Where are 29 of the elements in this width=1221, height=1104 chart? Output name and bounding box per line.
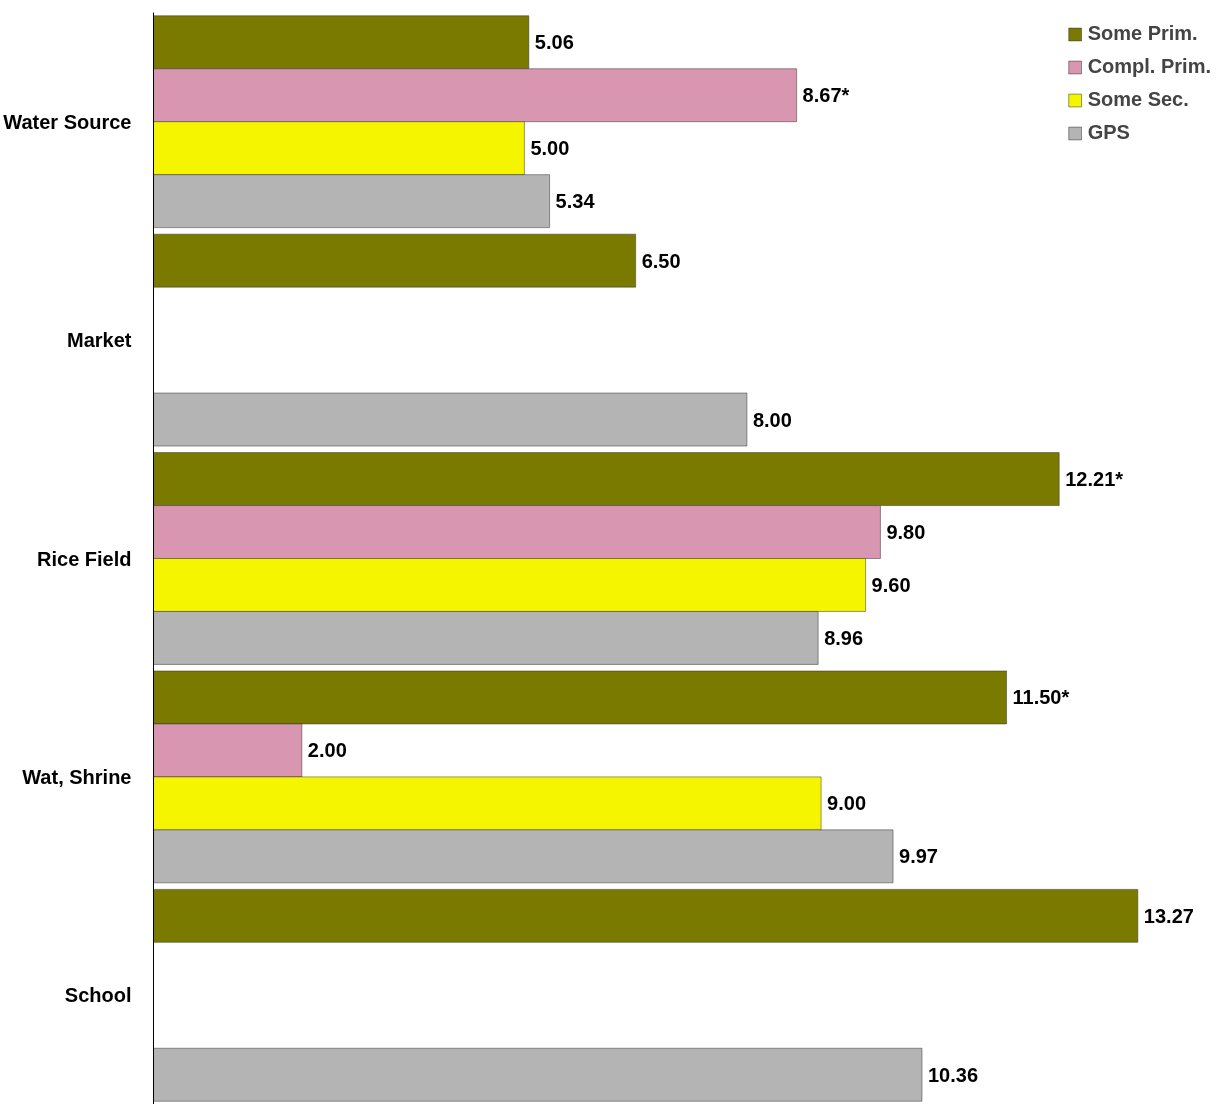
- data-label: 9.80: [886, 521, 926, 544]
- bar: [153, 1048, 923, 1102]
- y-tick-label: Water Source: [3, 110, 132, 133]
- y-tick-label: Market: [67, 329, 132, 352]
- data-label: 5.06: [534, 31, 574, 54]
- data-label: 5.34: [555, 190, 596, 213]
- data-label: 13.27: [1143, 904, 1194, 927]
- data-label: 8.00: [752, 408, 792, 431]
- y-tick-label: Wat, Shrine: [22, 765, 132, 788]
- data-label: 10.36: [927, 1063, 979, 1086]
- data-label: 6.50: [641, 249, 681, 272]
- bar: [153, 233, 636, 288]
- y-tick-label: Rice Field: [37, 547, 132, 570]
- bar: [153, 392, 748, 447]
- legend-label: GPS: [1087, 121, 1130, 144]
- data-label: 2.00: [307, 739, 347, 762]
- data-label: 5.00: [530, 137, 570, 160]
- legend-label: Compl. Prim.: [1087, 55, 1211, 78]
- y-tick-label: School: [64, 984, 132, 1007]
- bar: [153, 889, 1139, 943]
- legend-label: Some Sec.: [1087, 88, 1189, 111]
- data-label: 9.97: [899, 845, 938, 868]
- data-label: 11.50*: [1012, 686, 1070, 709]
- data-label: 9.60: [871, 573, 911, 596]
- data-label: 9.00: [827, 792, 867, 815]
- data-label: 8.96: [824, 626, 864, 649]
- data-label: 8.67*: [802, 84, 850, 107]
- legend-label: Some Prim.: [1087, 22, 1198, 45]
- data-label: 12.21*: [1065, 468, 1124, 491]
